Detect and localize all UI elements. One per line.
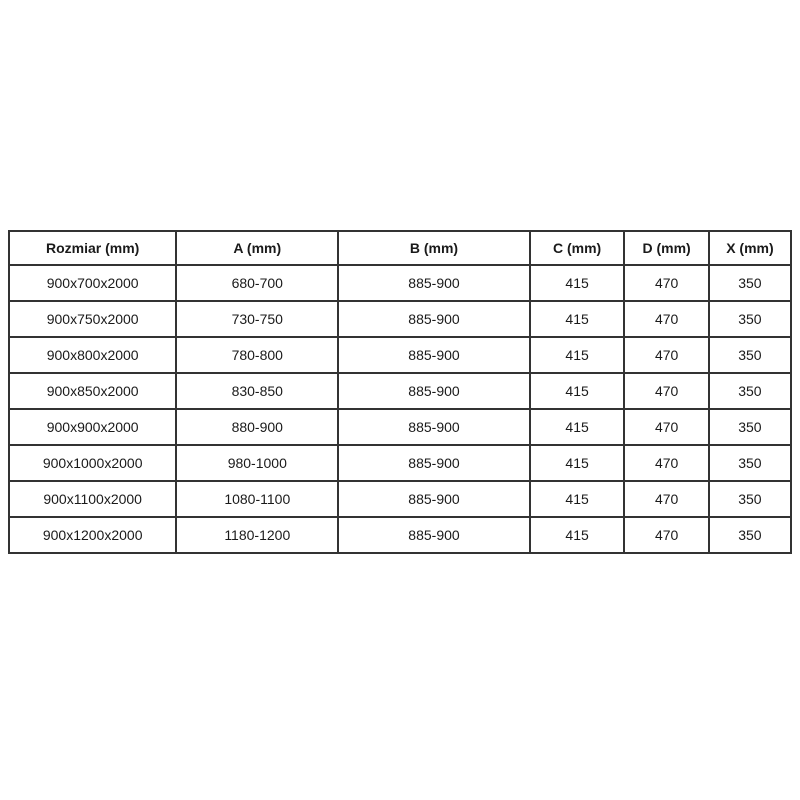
column-header-x: X (mm) bbox=[707, 230, 793, 266]
column-header-c: C (mm) bbox=[528, 230, 626, 266]
cell-x: 350 bbox=[707, 480, 793, 518]
cell-a: 980-1000 bbox=[175, 444, 340, 482]
size-table: Rozmiar (mm) A (mm) B (mm) C (mm) D (mm)… bbox=[7, 230, 793, 554]
table-row: 900x1100x2000 1080-1100 885-900 415 470 … bbox=[7, 480, 793, 518]
cell-b: 885-900 bbox=[337, 372, 531, 410]
cell-rozmiar: 900x700x2000 bbox=[7, 264, 178, 302]
table-row: 900x850x2000 830-850 885-900 415 470 350 bbox=[7, 372, 793, 410]
table-row: 900x1200x2000 1180-1200 885-900 415 470 … bbox=[7, 516, 793, 554]
cell-d: 470 bbox=[623, 264, 710, 302]
cell-b: 885-900 bbox=[337, 336, 531, 374]
cell-x: 350 bbox=[707, 264, 793, 302]
size-table-container: Rozmiar (mm) A (mm) B (mm) C (mm) D (mm)… bbox=[7, 230, 793, 554]
column-header-b: B (mm) bbox=[337, 230, 531, 266]
cell-a: 680-700 bbox=[175, 264, 340, 302]
cell-c: 415 bbox=[528, 444, 626, 482]
column-header-a: A (mm) bbox=[175, 230, 340, 266]
cell-a: 730-750 bbox=[175, 300, 340, 338]
cell-d: 470 bbox=[623, 372, 710, 410]
cell-rozmiar: 900x900x2000 bbox=[7, 408, 178, 446]
cell-d: 470 bbox=[623, 408, 710, 446]
table-row: 900x700x2000 680-700 885-900 415 470 350 bbox=[7, 264, 793, 302]
cell-d: 470 bbox=[623, 480, 710, 518]
cell-d: 470 bbox=[623, 336, 710, 374]
cell-x: 350 bbox=[707, 372, 793, 410]
cell-rozmiar: 900x800x2000 bbox=[7, 336, 178, 374]
cell-rozmiar: 900x1200x2000 bbox=[7, 516, 178, 554]
cell-rozmiar: 900x850x2000 bbox=[7, 372, 178, 410]
cell-b: 885-900 bbox=[337, 480, 531, 518]
cell-b: 885-900 bbox=[337, 516, 531, 554]
cell-a: 1080-1100 bbox=[175, 480, 340, 518]
cell-a: 830-850 bbox=[175, 372, 340, 410]
cell-a: 880-900 bbox=[175, 408, 340, 446]
table-row: 900x1000x2000 980-1000 885-900 415 470 3… bbox=[7, 444, 793, 482]
cell-c: 415 bbox=[528, 264, 626, 302]
cell-c: 415 bbox=[528, 336, 626, 374]
cell-d: 470 bbox=[623, 516, 710, 554]
cell-b: 885-900 bbox=[337, 444, 531, 482]
cell-d: 470 bbox=[623, 444, 710, 482]
cell-rozmiar: 900x1100x2000 bbox=[7, 480, 178, 518]
table-row: 900x800x2000 780-800 885-900 415 470 350 bbox=[7, 336, 793, 374]
cell-b: 885-900 bbox=[337, 264, 531, 302]
cell-x: 350 bbox=[707, 444, 793, 482]
cell-c: 415 bbox=[528, 516, 626, 554]
cell-b: 885-900 bbox=[337, 300, 531, 338]
cell-rozmiar: 900x750x2000 bbox=[7, 300, 178, 338]
cell-rozmiar: 900x1000x2000 bbox=[7, 444, 178, 482]
table-row: 900x900x2000 880-900 885-900 415 470 350 bbox=[7, 408, 793, 446]
cell-a: 1180-1200 bbox=[175, 516, 340, 554]
column-header-rozmiar: Rozmiar (mm) bbox=[7, 230, 178, 266]
cell-a: 780-800 bbox=[175, 336, 340, 374]
cell-x: 350 bbox=[707, 300, 793, 338]
cell-c: 415 bbox=[528, 372, 626, 410]
cell-x: 350 bbox=[707, 516, 793, 554]
header-row: Rozmiar (mm) A (mm) B (mm) C (mm) D (mm)… bbox=[7, 230, 793, 266]
cell-c: 415 bbox=[528, 480, 626, 518]
cell-x: 350 bbox=[707, 336, 793, 374]
cell-c: 415 bbox=[528, 300, 626, 338]
cell-d: 470 bbox=[623, 300, 710, 338]
cell-c: 415 bbox=[528, 408, 626, 446]
table-row: 900x750x2000 730-750 885-900 415 470 350 bbox=[7, 300, 793, 338]
cell-b: 885-900 bbox=[337, 408, 531, 446]
column-header-d: D (mm) bbox=[623, 230, 710, 266]
cell-x: 350 bbox=[707, 408, 793, 446]
